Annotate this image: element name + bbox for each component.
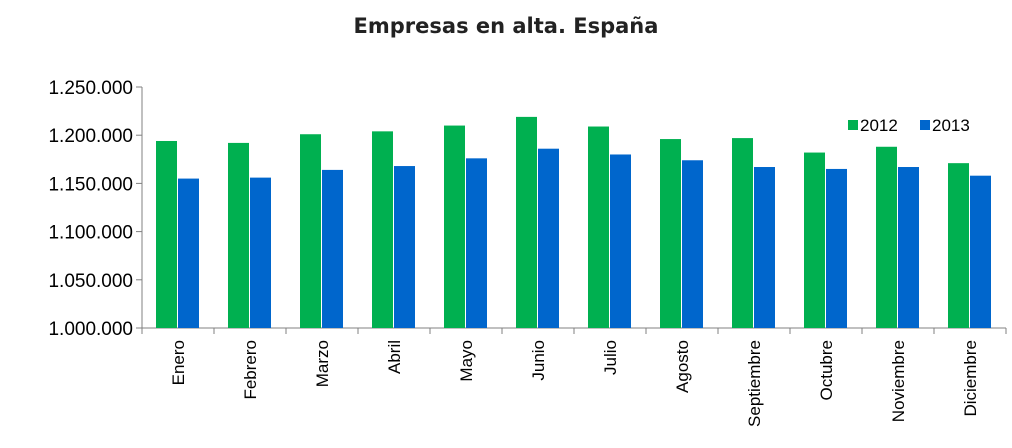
bar-2013-octubre — [826, 168, 847, 328]
bar-2013-abril — [394, 166, 415, 328]
legend-label-2012: 2012 — [860, 116, 898, 135]
bars — [156, 116, 991, 328]
y-tick-label: 1.200.000 — [48, 126, 133, 147]
bar-2013-junio — [538, 148, 559, 328]
bar-2012-mayo — [444, 125, 465, 328]
bar-2013-diciembre — [970, 175, 991, 328]
bar-2012-febrero — [228, 142, 249, 328]
x-category-label: Diciembre — [961, 340, 980, 417]
x-category-label: Abril — [385, 340, 404, 374]
legend: 2012 2013 — [848, 116, 970, 135]
chart-title: Empresas en alta. España — [353, 14, 659, 38]
bar-2012-enero — [156, 140, 177, 328]
x-category-label: Julio — [601, 340, 620, 375]
x-category-label: Junio — [529, 340, 548, 381]
legend-swatch-2013 — [920, 120, 930, 130]
y-tick-label: 1.100.000 — [48, 223, 133, 244]
bar-2012-marzo — [300, 134, 321, 328]
bar-2012-septiembre — [732, 138, 753, 328]
bar-2013-mayo — [466, 158, 487, 328]
legend-swatch-2012 — [848, 120, 858, 130]
bar-2012-junio — [516, 116, 537, 328]
y-tick-label: 1.250.000 — [48, 78, 133, 99]
bar-2012-julio — [588, 126, 609, 328]
y-tick-label: 1.050.000 — [48, 271, 133, 292]
x-category-label: Agosto — [673, 340, 692, 393]
bar-2013-enero — [178, 178, 199, 328]
bar-2012-noviembre — [876, 146, 897, 328]
axes — [141, 87, 1007, 334]
y-tick-label: 1.000.000 — [48, 319, 133, 340]
bar-2013-noviembre — [898, 167, 919, 328]
bar-2013-febrero — [250, 177, 271, 328]
bar-2012-agosto — [660, 139, 681, 328]
bar-2012-octubre — [804, 152, 825, 328]
x-category-label: Mayo — [457, 340, 476, 382]
x-category-label: Septiembre — [745, 340, 764, 427]
y-tick-label: 1.150.000 — [48, 174, 133, 195]
x-category-label: Febrero — [241, 340, 260, 400]
x-category-label: Octubre — [817, 340, 836, 400]
bar-2013-septiembre — [754, 167, 775, 328]
legend-label-2013: 2013 — [932, 116, 970, 135]
x-category-label: Enero — [169, 340, 188, 385]
bar-2012-abril — [372, 131, 393, 328]
x-category-label: Noviembre — [889, 340, 908, 422]
bar-2012-diciembre — [948, 163, 969, 328]
y-ticks: 1.000.000 1.050.000 1.100.000 1.150.000 1.20… — [48, 78, 142, 340]
bar-2013-julio — [610, 154, 631, 328]
x-categories: Enero Febrero Marzo Abril Mayo Junio Julio Agos… — [169, 340, 980, 427]
bar-2013-marzo — [322, 169, 343, 328]
x-category-label: Marzo — [313, 340, 332, 387]
bar-2013-agosto — [682, 160, 703, 328]
